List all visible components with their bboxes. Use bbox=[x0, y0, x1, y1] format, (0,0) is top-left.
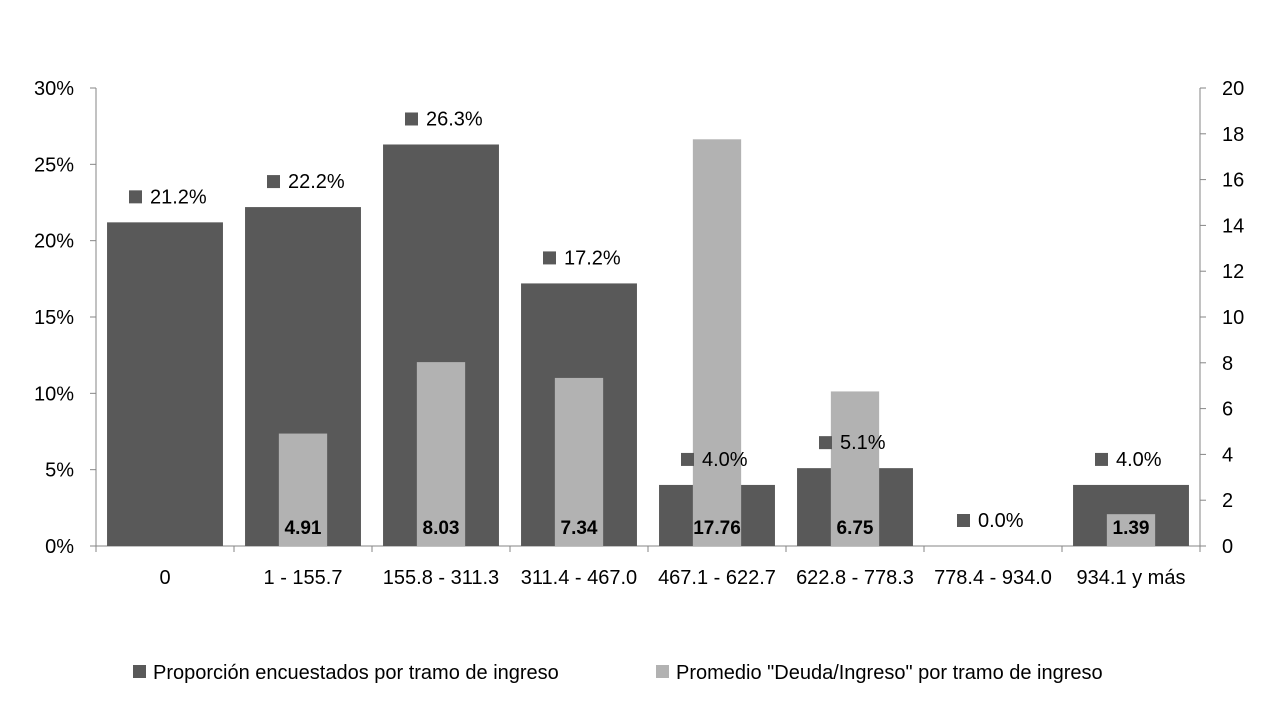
y-right-tick-label: 14 bbox=[1222, 215, 1244, 237]
secondary-data-label: 1.39 bbox=[1113, 518, 1150, 539]
y-left-tick-label: 15% bbox=[34, 307, 74, 329]
secondary-bar bbox=[554, 377, 604, 546]
secondary-bar bbox=[692, 139, 742, 546]
x-tick-label: 311.4 - 467.0 bbox=[521, 567, 637, 589]
primary-label-marker bbox=[267, 175, 280, 189]
y-right-tick-label: 8 bbox=[1222, 353, 1233, 375]
y-right-tick-label: 12 bbox=[1222, 261, 1244, 283]
x-tick-label: 155.8 - 311.3 bbox=[383, 567, 499, 589]
secondary-bar bbox=[278, 433, 328, 546]
primary-label-marker bbox=[819, 436, 832, 450]
primary-data-label: 0.0% bbox=[978, 510, 1024, 532]
y-right-tick-label: 4 bbox=[1222, 444, 1233, 466]
x-tick-label: 467.1 - 622.7 bbox=[658, 567, 776, 589]
y-left-tick-label: 25% bbox=[34, 154, 74, 176]
y-left-tick-label: 5% bbox=[45, 460, 74, 482]
y-right-tick-label: 0 bbox=[1222, 536, 1233, 558]
primary-data-label: 22.2% bbox=[288, 171, 345, 193]
legend-swatch-primary bbox=[133, 665, 146, 678]
secondary-bars bbox=[278, 139, 1156, 546]
secondary-data-label: 6.75 bbox=[837, 518, 874, 539]
legend-label-primary: Proporción encuestados por tramo de ingr… bbox=[153, 662, 559, 684]
primary-data-label: 21.2% bbox=[150, 186, 207, 208]
primary-data-label: 17.2% bbox=[564, 247, 621, 269]
y-right-tick-label: 2 bbox=[1222, 490, 1233, 512]
secondary-bar bbox=[416, 362, 466, 546]
x-tick-label: 0 bbox=[159, 567, 170, 589]
primary-data-label: 5.1% bbox=[840, 432, 886, 454]
y-left-tick-label: 20% bbox=[34, 231, 74, 253]
y-left-tick-label: 30% bbox=[34, 78, 74, 100]
secondary-data-label: 8.03 bbox=[423, 518, 460, 539]
legend: Proporción encuestados por tramo de ingr… bbox=[133, 662, 1103, 684]
x-tick-label: 934.1 y más bbox=[1077, 567, 1186, 589]
secondary-data-label: 17.76 bbox=[693, 518, 741, 539]
y-right-tick-label: 20 bbox=[1222, 78, 1244, 100]
secondary-bar bbox=[830, 391, 880, 546]
primary-label-marker bbox=[543, 251, 556, 265]
primary-bars bbox=[107, 144, 1189, 546]
primary-label-marker bbox=[129, 190, 142, 204]
primary-label-marker bbox=[957, 514, 970, 527]
data-labels: 21.2% 22.2% 26.3% 17.2% 4.0% 5.1% 0.0% 4.0% 4.91… bbox=[129, 108, 1162, 539]
y-right-tick-label: 10 bbox=[1222, 307, 1244, 329]
y-right-tick-label: 18 bbox=[1222, 124, 1244, 146]
y-left-tick-label: 10% bbox=[34, 383, 74, 405]
axes: 0% 5% 10% 15% 20% 25% 30% 0 2 4 6 8 10 12 14 16 18 20 0 1 -… bbox=[34, 78, 1244, 589]
y-right-tick-label: 16 bbox=[1222, 170, 1244, 192]
primary-label-marker bbox=[1095, 452, 1108, 466]
legend-label-secondary: Promedio "Deuda/Ingreso" por tramo de in… bbox=[676, 662, 1103, 684]
primary-label-marker bbox=[681, 452, 694, 466]
y-left-tick-label: 0% bbox=[45, 536, 74, 558]
x-tick-label: 622.8 - 778.3 bbox=[796, 567, 914, 589]
y-right-tick-label: 6 bbox=[1222, 399, 1233, 421]
secondary-bar bbox=[1106, 514, 1156, 546]
x-tick-label: 1 - 155.7 bbox=[264, 567, 343, 589]
primary-label-marker bbox=[405, 112, 418, 126]
secondary-data-label: 4.91 bbox=[285, 518, 322, 539]
legend-swatch-secondary bbox=[656, 665, 669, 678]
x-tick-label: 778.4 - 934.0 bbox=[934, 567, 1052, 589]
primary-bar bbox=[107, 222, 223, 546]
primary-data-label: 4.0% bbox=[702, 449, 748, 471]
secondary-data-label: 7.34 bbox=[561, 518, 598, 539]
primary-data-label: 4.0% bbox=[1116, 449, 1162, 471]
primary-data-label: 26.3% bbox=[426, 108, 483, 130]
